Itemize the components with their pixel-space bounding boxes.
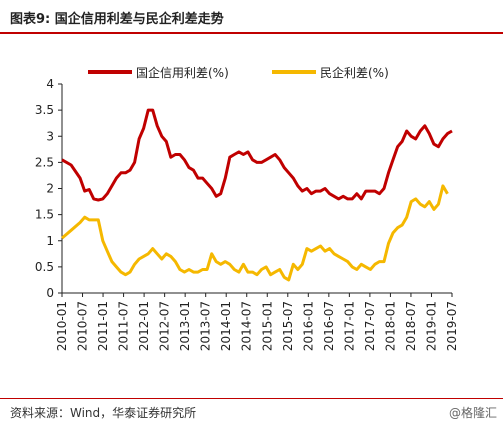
x-tick-label: 2010-01: [55, 301, 69, 351]
x-tick-label: 2018-07: [404, 301, 418, 351]
x-tick-label: 2012-01: [137, 301, 151, 351]
series-line-soe-spread: [61, 108, 453, 202]
x-tick-label: 2019-01: [424, 301, 438, 351]
x-tick-label: 2015-01: [260, 301, 274, 351]
y-tick-label: 3: [46, 129, 54, 143]
x-tick-label: 2016-01: [301, 301, 315, 351]
y-tick-label: 1.5: [35, 208, 54, 222]
x-tick-label: 2013-01: [178, 301, 192, 351]
title-rule: [0, 32, 503, 34]
x-tick-label: 2014-07: [240, 301, 254, 351]
legend-label-soe: 国企信用利差(%): [136, 65, 229, 80]
x-tick-label: 2011-01: [96, 301, 110, 351]
x-tick-label: 2011-07: [117, 301, 131, 351]
x-tick-label: 2015-07: [281, 301, 295, 351]
y-tick-label: 2.5: [35, 155, 54, 169]
source-note: 资料来源：Wind，华泰证券研究所: [10, 406, 197, 420]
y-tick-label: 4: [46, 77, 54, 91]
y-tick-label: 1: [46, 234, 54, 248]
x-tick-label: 2017-01: [342, 301, 356, 351]
y-tick-label: 2: [46, 182, 54, 196]
footer-rule: [0, 398, 503, 399]
x-tick-label: 2019-07: [445, 301, 459, 351]
y-tick-label: 0.5: [35, 260, 54, 274]
page-title: 图表9: 国企信用利差与民企利差走势: [10, 12, 224, 27]
legend-label-private: 民企利差(%): [320, 65, 389, 80]
x-tick-label: 2012-07: [158, 301, 172, 351]
watermark: @格隆汇: [448, 406, 497, 420]
y-tick-label: 3.5: [35, 103, 54, 117]
x-tick-label: 2010-07: [76, 301, 90, 351]
line-chart: 0 0.5 1 1.5 2 2.5 3 3.5 4 2010-01 2010-07 2011-01 20…: [35, 65, 459, 351]
x-tick-label: 2014-01: [219, 301, 233, 351]
x-tick-label: 2013-07: [199, 301, 213, 351]
x-tick-label: 2018-01: [383, 301, 397, 351]
series-line-private-spread: [61, 184, 449, 282]
x-tick-label: 2017-07: [363, 301, 377, 351]
x-tick-label: 2016-07: [322, 301, 336, 351]
y-tick-label: 0: [46, 286, 54, 300]
